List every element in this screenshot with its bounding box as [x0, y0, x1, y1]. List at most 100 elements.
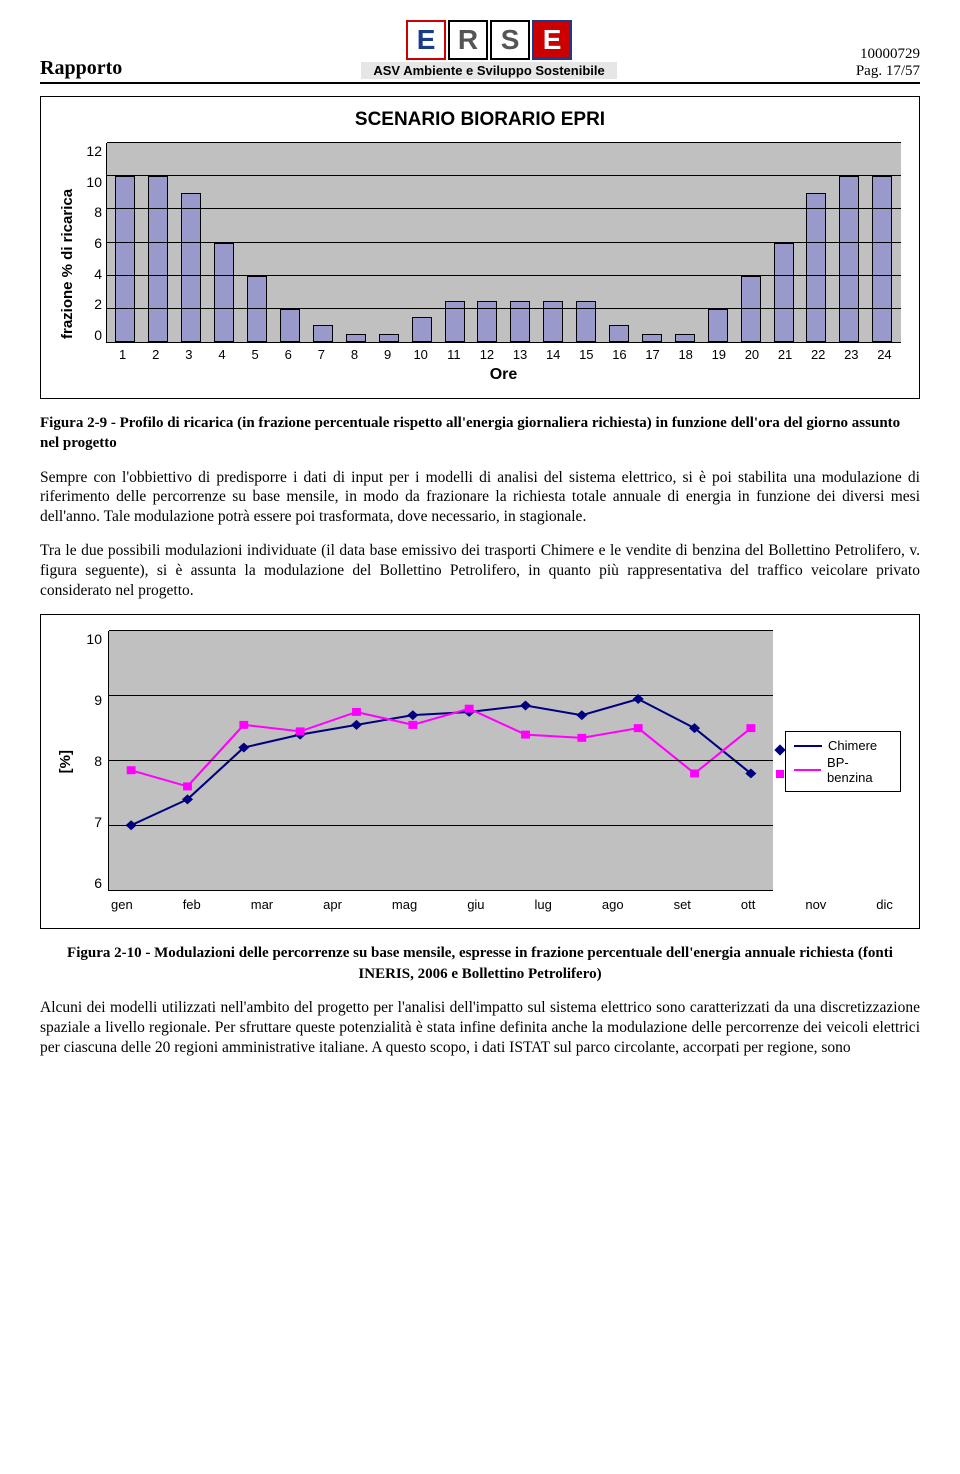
y-tick: 8 — [78, 753, 102, 769]
x-tick: 24 — [874, 347, 894, 362]
bar — [445, 301, 465, 342]
y-tick: 0 — [82, 327, 102, 343]
x-tick: 15 — [576, 347, 596, 362]
data-marker — [126, 821, 137, 831]
x-tick: giu — [467, 897, 484, 912]
x-tick: 20 — [742, 347, 762, 362]
line-y-label: [%] — [57, 750, 74, 773]
x-tick: 4 — [212, 347, 232, 362]
y-tick: 7 — [78, 814, 102, 830]
legend-item: BP-benzina — [794, 755, 892, 785]
legend-label: Chimere — [828, 738, 877, 753]
x-tick: lug — [535, 897, 552, 912]
line-legend: Chimere BP-benzina — [785, 731, 901, 792]
data-marker — [127, 767, 136, 775]
bar-x-ticks: 123456789101112131415161718192021222324 — [106, 347, 901, 362]
x-tick: apr — [323, 897, 342, 912]
y-tick: 9 — [78, 692, 102, 708]
paragraph-2: Tra le due possibili modulazioni individ… — [40, 541, 920, 600]
bar-plot — [106, 143, 901, 343]
x-tick: mag — [392, 897, 417, 912]
data-marker — [746, 725, 755, 733]
bar — [774, 243, 794, 343]
bar — [346, 334, 366, 342]
logo-letter: R — [448, 20, 488, 60]
bar — [609, 325, 629, 342]
x-tick: 21 — [775, 347, 795, 362]
data-marker — [520, 701, 531, 711]
x-tick: 16 — [609, 347, 629, 362]
bar — [115, 176, 135, 342]
x-tick: dic — [876, 897, 893, 912]
x-tick: 9 — [378, 347, 398, 362]
data-marker — [183, 783, 192, 791]
x-tick: gen — [111, 897, 133, 912]
page-header: Rapporto E R S E ASV Ambiente e Sviluppo… — [40, 20, 920, 84]
y-tick: 12 — [82, 143, 102, 159]
data-marker — [576, 711, 587, 721]
header-left: Rapporto — [40, 57, 122, 80]
x-tick: 19 — [709, 347, 729, 362]
bar-x-label: Ore — [106, 366, 901, 384]
x-tick: 5 — [245, 347, 265, 362]
x-tick: 3 — [179, 347, 199, 362]
data-marker — [521, 731, 530, 739]
header-subtitle: ASV Ambiente e Sviluppo Sostenibile — [361, 62, 616, 79]
y-tick: 6 — [82, 235, 102, 251]
bar — [708, 309, 728, 342]
data-marker — [577, 734, 586, 742]
y-tick: 6 — [78, 875, 102, 891]
figure-2-10-caption: Figura 2-10 - Modulazioni delle percorre… — [40, 943, 920, 984]
x-tick: 18 — [676, 347, 696, 362]
logo-letter: E — [406, 20, 446, 60]
bar — [379, 334, 399, 342]
data-marker — [296, 728, 305, 736]
y-tick: 10 — [78, 631, 102, 647]
figure-2-9-caption: Figura 2-9 - Profilo di ricarica (in fra… — [40, 413, 920, 454]
x-tick: ago — [602, 897, 624, 912]
bar — [280, 309, 300, 342]
doc-id: 10000729 — [856, 46, 920, 63]
page-num: Pag. 17/57 — [856, 63, 920, 80]
header-center: E R S E ASV Ambiente e Sviluppo Sostenib… — [122, 20, 856, 80]
line-x-ticks: genfebmaraprmaggiulugagosetottnovdic — [111, 897, 893, 912]
x-tick: 13 — [510, 347, 530, 362]
logo-letter: S — [490, 20, 530, 60]
logo: E R S E — [122, 20, 856, 60]
bar — [181, 193, 201, 342]
x-tick: nov — [805, 897, 826, 912]
x-tick: set — [674, 897, 691, 912]
data-marker — [239, 721, 248, 729]
legend-item: Chimere — [794, 738, 892, 753]
y-tick: 8 — [82, 204, 102, 220]
bar — [675, 334, 695, 342]
bar — [477, 301, 497, 342]
data-marker — [465, 705, 474, 713]
series-line — [131, 700, 751, 826]
x-tick: 6 — [278, 347, 298, 362]
data-marker — [407, 711, 418, 721]
series-line — [131, 709, 751, 787]
x-tick: 11 — [444, 347, 464, 362]
bar — [806, 193, 826, 342]
data-marker — [352, 708, 361, 716]
x-tick: 17 — [643, 347, 663, 362]
y-tick: 2 — [82, 296, 102, 312]
data-marker — [408, 721, 417, 729]
data-marker — [351, 720, 362, 730]
bar-y-label: frazione % di ricarica — [59, 143, 76, 384]
data-marker — [690, 770, 699, 778]
x-tick: 12 — [477, 347, 497, 362]
x-tick: 1 — [113, 347, 133, 362]
y-tick: 4 — [82, 266, 102, 282]
paragraph-3: Alcuni dei modelli utilizzati nell'ambit… — [40, 998, 920, 1057]
x-tick: 7 — [311, 347, 331, 362]
x-tick: 8 — [344, 347, 364, 362]
legend-label: BP-benzina — [827, 755, 892, 785]
x-tick: 14 — [543, 347, 563, 362]
x-tick: ott — [741, 897, 755, 912]
bar — [576, 301, 596, 342]
bar — [872, 176, 892, 342]
logo-letter: E — [532, 20, 572, 60]
x-tick: 2 — [146, 347, 166, 362]
